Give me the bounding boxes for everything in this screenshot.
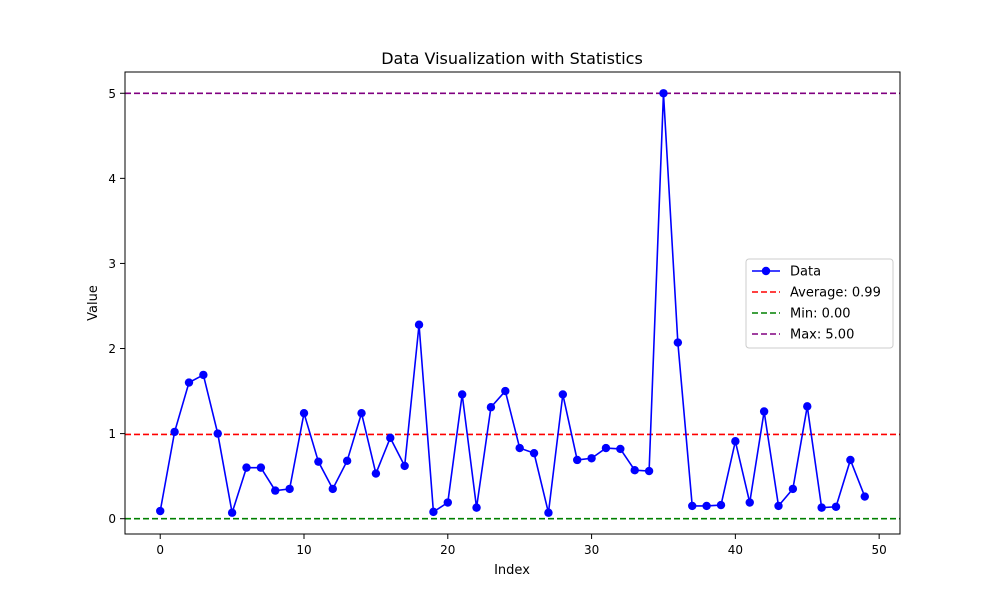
chart-title: Data Visualization with Statistics [381, 49, 643, 68]
data-point [371, 469, 381, 478]
data-point [788, 484, 798, 494]
data-point [745, 498, 754, 507]
data-point [429, 507, 438, 517]
y-tick-label: 3 [108, 257, 116, 271]
data-point [184, 378, 194, 387]
data-point [242, 463, 251, 472]
data-point [846, 455, 855, 465]
data-point [860, 492, 869, 501]
data-point [587, 454, 596, 463]
legend: Data Average: 0.99 Min: 0.00 Max: 5.00 [745, 258, 894, 349]
data-point [731, 437, 740, 446]
data-point [386, 433, 395, 443]
y-tick-label: 4 [108, 172, 116, 186]
x-tick-label: 40 [728, 543, 743, 557]
data-point [831, 502, 841, 511]
data-point [515, 443, 524, 453]
data-point [486, 403, 496, 412]
data-point [170, 427, 179, 437]
data-point [285, 484, 294, 494]
data-point [688, 501, 697, 511]
data-point [414, 320, 424, 329]
data-point [443, 498, 452, 507]
data-point [774, 501, 783, 511]
data-point [472, 503, 481, 512]
x-tick-label: 0 [156, 543, 164, 557]
data-point [630, 465, 639, 475]
legend-label: Min: 0.00 [790, 307, 851, 322]
plot-area [125, 89, 900, 520]
data-point [342, 456, 352, 466]
data-point [156, 506, 165, 516]
legend-entry: Average: 0.99 [752, 286, 881, 301]
legend-entry: Data [752, 265, 821, 280]
legend-label: Max: 5.00 [790, 328, 854, 343]
data-point [400, 461, 409, 471]
axes-frame [124, 71, 901, 535]
data-point [299, 408, 309, 418]
y-tick-label: 5 [108, 87, 116, 101]
y-tick-label: 2 [108, 342, 116, 356]
data-point [817, 503, 826, 512]
data-point [213, 429, 222, 438]
data-point [573, 455, 582, 465]
y-axis-label: Value [86, 285, 101, 321]
x-axis-label: Index [494, 563, 530, 578]
data-point [716, 500, 726, 510]
data-point [457, 390, 467, 399]
y-tick-label: 0 [108, 512, 116, 526]
x-tick-label: 10 [296, 543, 311, 557]
data-point [357, 408, 366, 418]
data-point [271, 486, 280, 495]
data-point [328, 484, 337, 494]
legend-entry: Max: 5.00 [752, 328, 854, 343]
data-point [529, 448, 539, 458]
data-point [227, 508, 237, 517]
data-point [759, 407, 769, 416]
data-point [616, 444, 625, 454]
data-point [644, 466, 654, 476]
data-point [256, 463, 266, 472]
x-tick-label: 20 [440, 543, 455, 557]
legend-label: Average: 0.99 [790, 286, 881, 301]
axes: 0 10 20 30 40 50 0 1 2 3 4 5 [108, 71, 901, 557]
data-point [803, 402, 812, 411]
legend-label: Data [790, 265, 821, 280]
data-point [314, 457, 323, 466]
y-tick-label: 1 [108, 427, 116, 441]
data-point [601, 443, 611, 453]
data-point [501, 386, 510, 396]
legend-marker [761, 266, 771, 276]
legend-entry: Min: 0.00 [752, 307, 851, 322]
x-tick-label: 30 [584, 543, 599, 557]
data-point [199, 370, 208, 380]
data-point [659, 89, 668, 98]
data-point [702, 501, 711, 511]
data-point [558, 390, 568, 399]
legend-box [745, 258, 894, 349]
data-point [544, 508, 553, 517]
x-tick-label: 50 [872, 543, 887, 557]
data-point [673, 338, 683, 347]
